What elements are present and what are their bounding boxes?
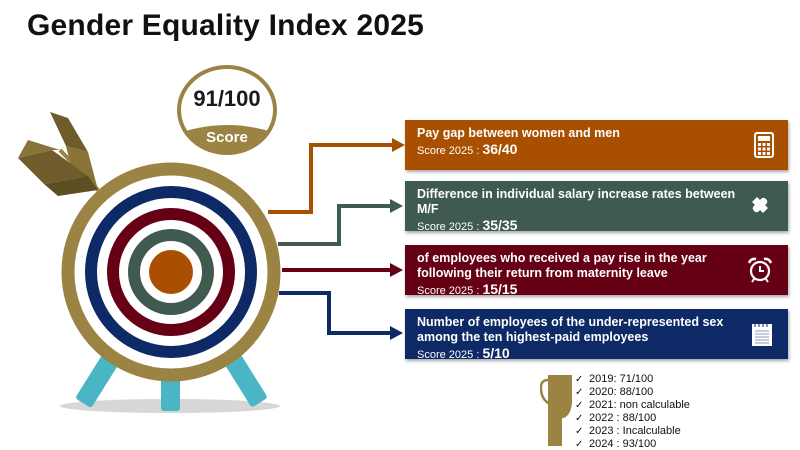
indicator-title: Difference in individual salary increase… (417, 187, 736, 216)
indicator-title: of employees who received a pay rise in … (417, 251, 707, 280)
check-icon: ✓ (575, 426, 584, 437)
indicator-title: Number of employees of the under-represe… (417, 315, 724, 344)
overall-score-value: 91/100 (193, 86, 261, 111)
indicator-card-maternity-return: of employees who received a pay rise in … (405, 245, 788, 297)
indicator-card-pay-gap: Pay gap between women and men Score 2025… (405, 120, 788, 170)
notepad-icon (752, 324, 772, 346)
indicator-title: Pay gap between women and men (417, 126, 620, 140)
indicator-score-line: Score 2025 : 35/35 (417, 217, 738, 236)
check-icon: ✓ (575, 374, 584, 385)
check-icon: ✓ (575, 439, 584, 450)
indicator-score-line: Score 2025 : 5/10 (417, 345, 738, 364)
trophy-icon (540, 375, 572, 446)
indicator-score-prefix: Score 2025 : (417, 285, 483, 297)
alarm-clock-icon (747, 257, 773, 283)
history-list: ✓ 2019: 71/100 ✓ 2020: 88/100 ✓ 2021: non c… (575, 373, 690, 450)
indicator-score-prefix: Score 2025 : (417, 349, 483, 361)
page-title: Gender Equality Index 2025 (27, 9, 425, 42)
history-item: ✓ 2023 : Incalculable (575, 425, 681, 437)
check-icon: ✓ (575, 400, 584, 411)
overall-score-label: Score (206, 129, 248, 146)
history-item: ✓ 2022 : 88/100 (575, 412, 657, 424)
indicator-score-value: 35/35 (482, 217, 518, 233)
calculator-icon (754, 132, 774, 158)
indicator-score-line: Score 2025 : 15/15 (417, 281, 738, 300)
indicator-score-value: 36/40 (482, 141, 518, 157)
indicator-score-value: 15/15 (482, 281, 518, 297)
indicator-score-prefix: Score 2025 : (417, 145, 483, 157)
check-icon: ✓ (575, 413, 584, 424)
history-item: ✓ 2024 : 93/100 (575, 438, 657, 450)
score-badge-shape (177, 65, 277, 155)
history-item: ✓ 2020: 88/100 (575, 386, 654, 398)
target-illustration (18, 112, 281, 413)
history-item: ✓ 2019: 71/100 (575, 373, 654, 385)
indicator-score-line: Score 2025 : 36/40 (417, 141, 738, 160)
indicator-score-prefix: Score 2025 : (417, 221, 483, 233)
puzzle-piece-icon (752, 197, 768, 213)
check-icon: ✓ (575, 387, 584, 398)
overall-score-badge: 91/100 Score (176, 64, 278, 156)
indicator-card-highest-paid: Number of employees of the under-represe… (405, 309, 788, 361)
indicator-score-value: 5/10 (482, 345, 510, 361)
indicator-card-salary-increase: Difference in individual salary increase… (405, 181, 788, 233)
history-item: ✓ 2021: non calculable (575, 399, 690, 411)
